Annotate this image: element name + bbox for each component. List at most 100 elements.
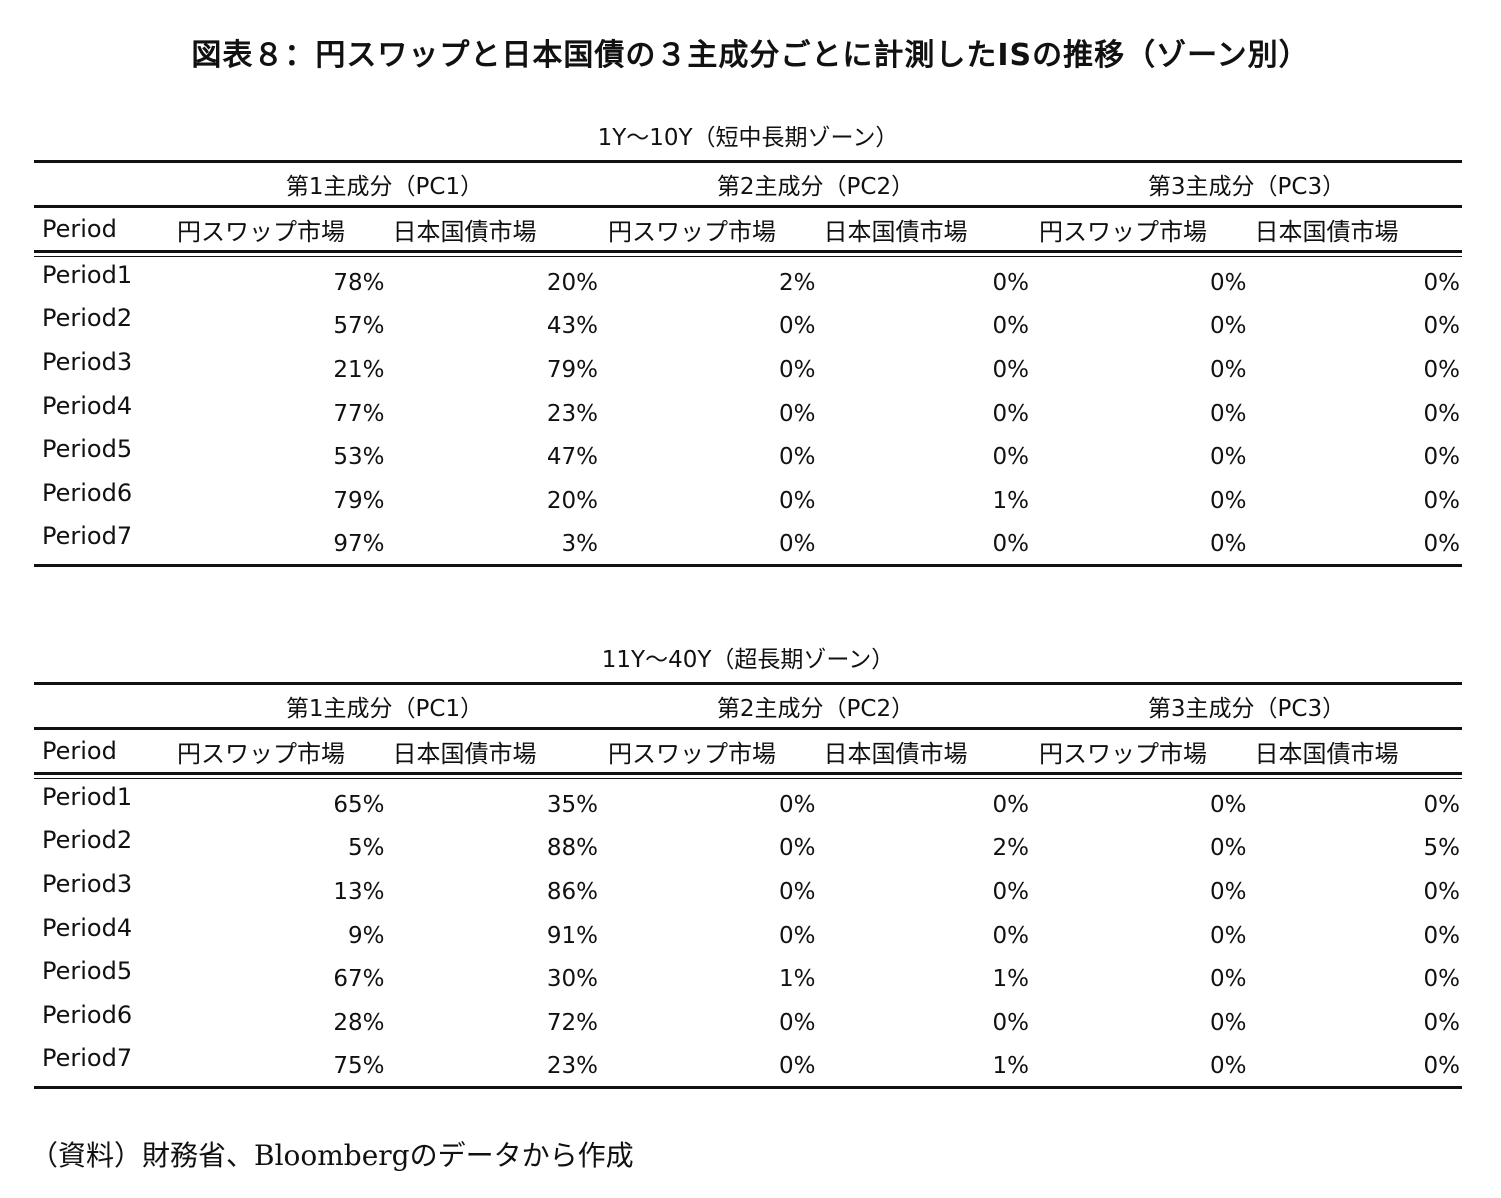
column-header-row: Period 円スワップ市場 日本国債市場 円スワップ市場 日本国債市場 円スワ…: [34, 208, 1462, 253]
period-cell: Period7: [42, 1044, 133, 1073]
value-cell: 75%: [333, 1053, 385, 1080]
value-cell: 0%: [1210, 878, 1247, 905]
value-cell: 0%: [992, 791, 1030, 818]
table-row: Period4 77% 23% 0% 0% 0% 0%: [34, 388, 1462, 432]
value-cell: 0%: [992, 1009, 1030, 1036]
value-cell: 1%: [992, 966, 1030, 993]
value-cell: 13%: [333, 878, 385, 905]
value-cell: 0%: [1423, 878, 1461, 905]
value-cell: 43%: [546, 313, 598, 340]
value-cell: 0%: [779, 444, 816, 471]
value-cell: 0%: [992, 400, 1030, 427]
column-header-pc1-swap: 円スワップ市場: [177, 217, 345, 246]
value-cell: 0%: [779, 1053, 816, 1080]
value-cell: 23%: [546, 400, 598, 427]
value-cell: 0%: [1210, 922, 1247, 949]
group-header-row: 第1主成分（PC1） 第2主成分（PC2） 第3主成分（PC3）: [34, 685, 1462, 730]
value-cell: 0%: [1423, 356, 1461, 383]
value-cell: 0%: [1423, 791, 1461, 818]
value-cell: 97%: [333, 531, 385, 558]
period-cell: Period1: [42, 260, 133, 289]
column-header-pc3-jgb: 日本国債市場: [1254, 739, 1399, 768]
value-cell: 79%: [546, 356, 598, 383]
source-note: （資料）財務省、Bloombergのデータから作成: [30, 1139, 634, 1172]
value-cell: 0%: [1423, 531, 1461, 558]
value-cell: 0%: [779, 400, 816, 427]
period-cell: Period6: [42, 478, 133, 507]
value-cell: 0%: [1210, 531, 1247, 558]
value-cell: 0%: [1210, 1053, 1247, 1080]
value-cell: 67%: [333, 966, 385, 993]
column-header-pc1-jgb: 日本国債市場: [392, 739, 537, 768]
value-cell: 0%: [779, 1009, 816, 1036]
period-cell: Period5: [42, 435, 133, 464]
value-cell: 3%: [561, 531, 599, 558]
value-cell: 0%: [1210, 400, 1247, 427]
period-cell: Period2: [42, 304, 133, 333]
period-cell: Period4: [42, 391, 133, 420]
table-super-long-zone: 11Y～40Y（超長期ゾーン） 第1主成分（PC1） 第2主成分（PC2） 第3…: [34, 642, 1462, 1090]
table-row: Period5 67% 30% 1% 1% 0% 0%: [34, 953, 1462, 997]
value-cell: 20%: [546, 269, 598, 296]
column-header-pc2-swap: 円スワップ市場: [608, 739, 776, 768]
page-title: 図表８：円スワップと日本国債の３主成分ごとに計測したISの推移（ゾーン別）: [191, 38, 1310, 73]
period-cell: Period3: [42, 347, 133, 376]
value-cell: 0%: [779, 835, 816, 862]
column-header-pc3-swap: 円スワップ市場: [1039, 739, 1207, 768]
group-header-pc2: 第2主成分（PC2）: [716, 174, 915, 200]
value-cell: 0%: [779, 878, 816, 905]
table-short-medium-long-zone: 1Y～10Y（短中長期ゾーン） 第1主成分（PC1） 第2主成分（PC2） 第3…: [34, 120, 1462, 568]
value-cell: 0%: [779, 791, 816, 818]
value-cell: 2%: [992, 835, 1030, 862]
table-row: Period2 5% 88% 0% 2% 0% 5%: [34, 823, 1462, 867]
value-cell: 0%: [1210, 444, 1247, 471]
value-cell: 0%: [1210, 835, 1247, 862]
header-divider: [34, 253, 1462, 257]
group-header-pc1: 第1主成分（PC1）: [285, 174, 484, 200]
table-row: Period1 78% 20% 2% 0% 0% 0%: [34, 257, 1462, 301]
value-cell: 57%: [333, 313, 385, 340]
table-caption: 1Y～10Y（短中長期ゾーン）: [597, 125, 899, 151]
table-body: Period1 78% 20% 2% 0% 0% 0% Period2 57% 43% 0% 0% 0%…: [34, 257, 1462, 568]
value-cell: 0%: [992, 313, 1030, 340]
column-header-pc1-swap: 円スワップ市場: [177, 739, 345, 768]
value-cell: 0%: [1423, 487, 1461, 514]
value-cell: 9%: [348, 922, 385, 949]
table-row: Period3 13% 86% 0% 0% 0% 0%: [34, 866, 1462, 910]
value-cell: 1%: [779, 966, 816, 993]
group-header-row: 第1主成分（PC1） 第2主成分（PC2） 第3主成分（PC3）: [34, 163, 1462, 208]
value-cell: 0%: [1423, 922, 1461, 949]
period-cell: Period1: [42, 782, 133, 811]
column-header-pc2-jgb: 日本国債市場: [823, 739, 968, 768]
column-header-period: Period: [42, 737, 117, 765]
value-cell: 0%: [1210, 791, 1247, 818]
value-cell: 35%: [546, 791, 598, 818]
value-cell: 0%: [1423, 1053, 1461, 1080]
period-cell: Period5: [42, 957, 133, 986]
value-cell: 0%: [779, 487, 816, 514]
group-header-pc1: 第1主成分（PC1）: [285, 696, 484, 722]
value-cell: 1%: [992, 487, 1030, 514]
value-cell: 2%: [779, 269, 816, 296]
column-header-row: Period 円スワップ市場 日本国債市場 円スワップ市場 日本国債市場 円スワ…: [34, 730, 1462, 775]
value-cell: 30%: [546, 966, 598, 993]
value-cell: 0%: [779, 531, 816, 558]
table-body: Period1 65% 35% 0% 0% 0% 0% Period2 5% 88% 0% 2% 0% 5…: [34, 779, 1462, 1090]
period-cell: Period4: [42, 913, 133, 942]
value-cell: 0%: [1423, 1009, 1461, 1036]
value-cell: 0%: [1210, 1009, 1247, 1036]
header-divider: [34, 775, 1462, 779]
table-frame: 第1主成分（PC1） 第2主成分（PC2） 第3主成分（PC3） Period …: [34, 160, 1462, 568]
value-cell: 0%: [1423, 313, 1461, 340]
value-cell: 0%: [992, 878, 1030, 905]
value-cell: 53%: [333, 444, 385, 471]
value-cell: 79%: [333, 487, 385, 514]
table-row: Period2 57% 43% 0% 0% 0% 0%: [34, 301, 1462, 345]
table-caption: 11Y～40Y（超長期ゾーン）: [601, 647, 895, 673]
table-row: Period3 21% 79% 0% 0% 0% 0%: [34, 344, 1462, 388]
group-header-pc3: 第3主成分（PC3）: [1147, 696, 1346, 722]
period-cell: Period7: [42, 522, 133, 551]
value-cell: 65%: [333, 791, 385, 818]
value-cell: 0%: [992, 269, 1030, 296]
column-header-period: Period: [42, 215, 117, 243]
